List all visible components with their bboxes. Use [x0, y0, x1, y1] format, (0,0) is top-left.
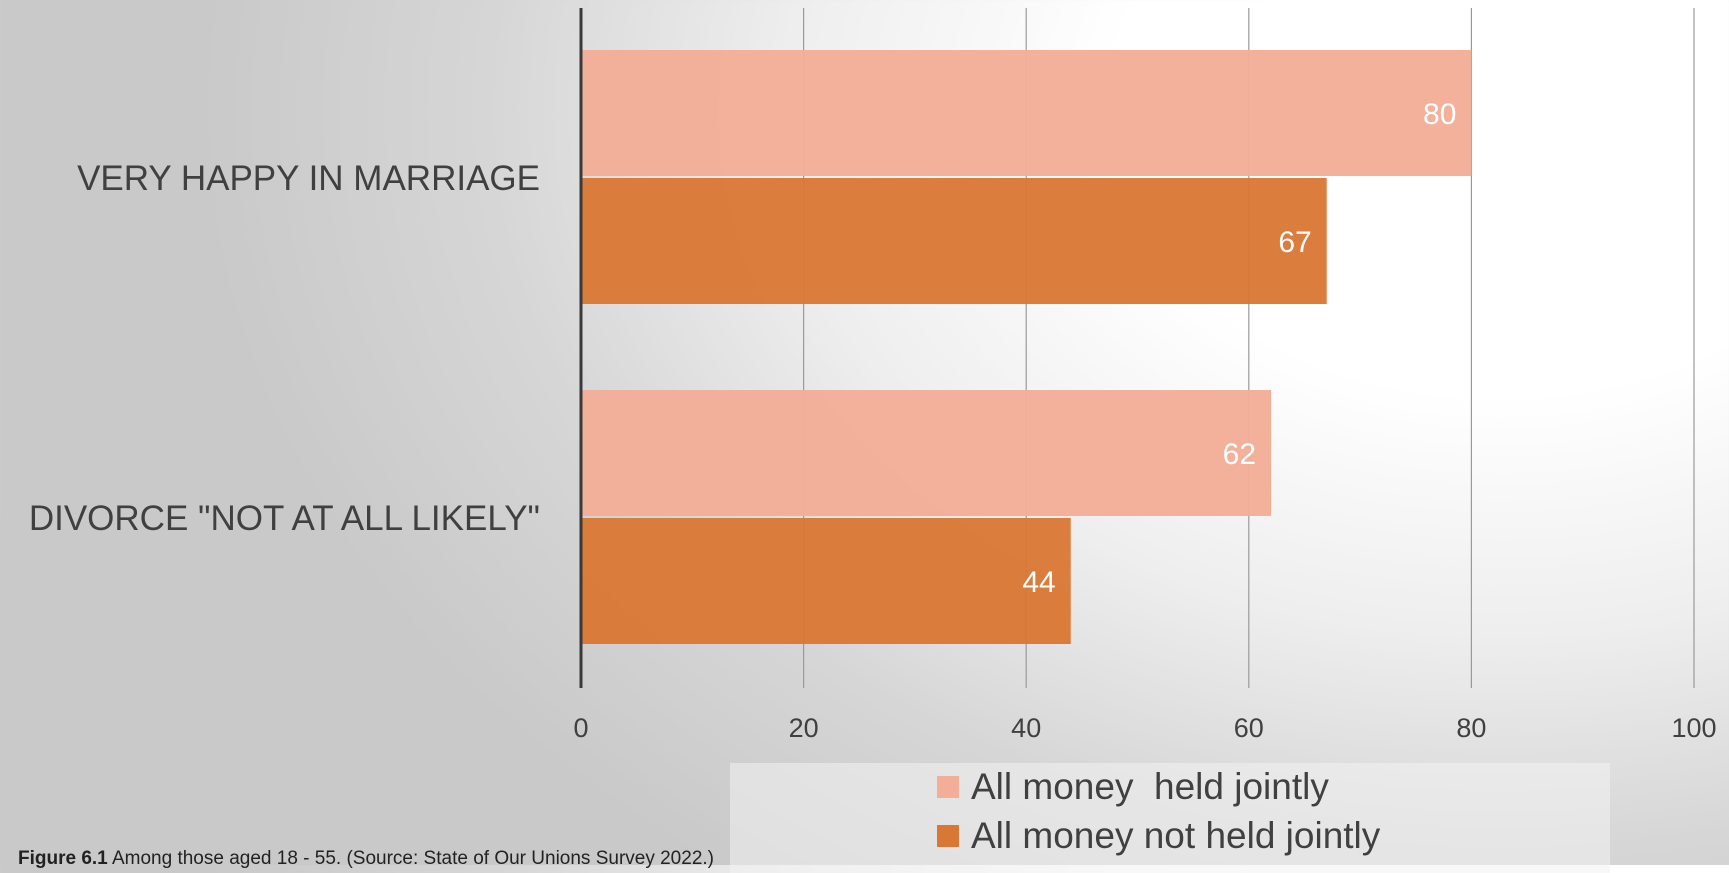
bar-value-label-divorce-not-at-all-likely-series-1: 62 [1223, 438, 1256, 471]
bar-labels: 80 67 62 44 [1022, 98, 1456, 599]
legend-label-jointly: All money held jointly [971, 766, 1329, 807]
caption-label: Figure 6.1 [18, 848, 108, 869]
legend-swatch-not-jointly [937, 825, 959, 847]
category-label-divorce-not-at-all-likely: DIVORCE "NOT AT ALL LIKELY" [29, 499, 540, 538]
x-tick-label-20: 20 [789, 713, 819, 743]
x-tick-label-40: 40 [1011, 713, 1041, 743]
legend-item-jointly: All money held jointly [937, 765, 1329, 809]
bar-divorce-not-at-all-likely-series-2 [581, 518, 1071, 644]
x-tick-label-100: 100 [1671, 713, 1716, 743]
x-tick-labels: 0 20 40 60 80 100 [573, 713, 1716, 743]
bar-value-label-very-happy-in-marriage-series-1: 80 [1423, 98, 1456, 131]
figure-caption: Figure 6.1 Among those aged 18 - 55. (So… [18, 848, 714, 870]
x-tick-label-0: 0 [573, 713, 588, 743]
bars [581, 50, 1472, 644]
x-tick-label-60: 60 [1234, 713, 1264, 743]
category-labels: VERY HAPPY IN MARRIAGE DIVORCE "NOT AT AL… [29, 159, 540, 538]
legend: All money held jointly All money not hel… [730, 763, 1610, 873]
x-tick-label-80: 80 [1456, 713, 1486, 743]
category-label-very-happy-in-marriage: VERY HAPPY IN MARRIAGE [77, 159, 540, 198]
bar-value-label-very-happy-in-marriage-series-2: 67 [1278, 226, 1311, 259]
legend-label-not-jointly: All money not held jointly [971, 815, 1381, 856]
bar-very-happy-in-marriage-series-1 [581, 50, 1472, 176]
bar-divorce-not-at-all-likely-series-1 [581, 390, 1272, 516]
caption-text: Among those aged 18 - 55. (Source: State… [107, 848, 714, 869]
legend-item-not-jointly: All money not held jointly [937, 814, 1380, 858]
bar-very-happy-in-marriage-series-2 [581, 178, 1327, 304]
bar-value-label-divorce-not-at-all-likely-series-2: 44 [1022, 566, 1055, 599]
legend-swatch-jointly [937, 776, 959, 798]
